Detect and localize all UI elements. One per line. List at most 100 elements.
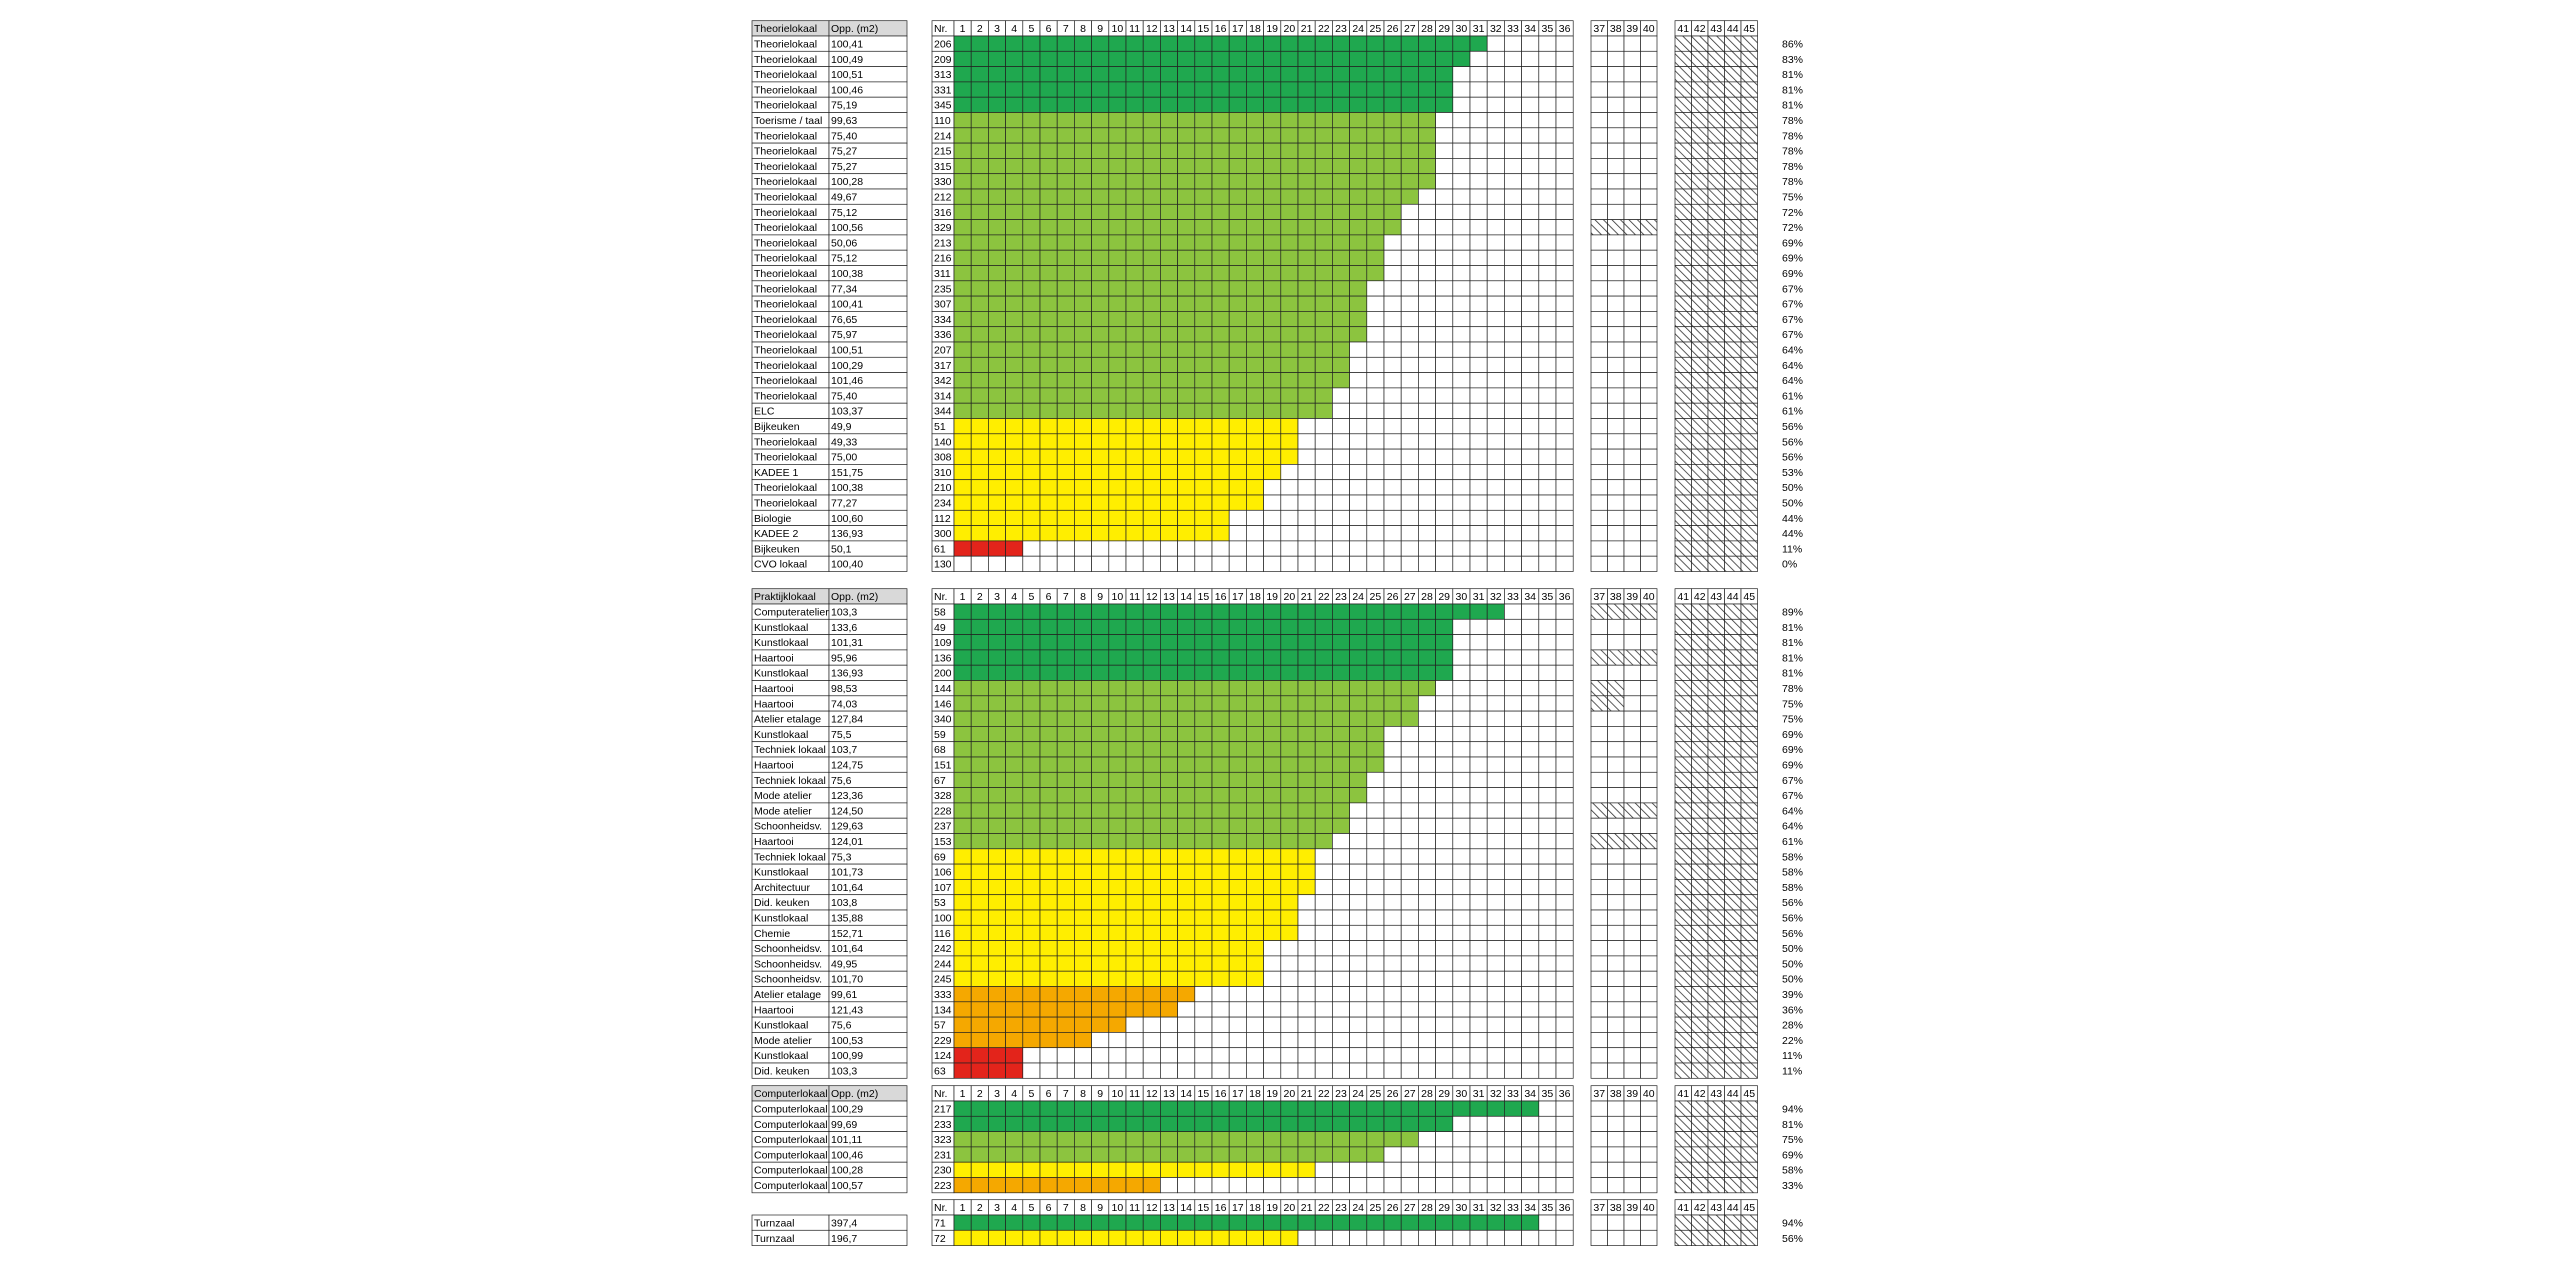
free-slot [1383, 756, 1402, 773]
occupancy-percent: 67% [1782, 299, 1803, 311]
free-slot [1623, 710, 1641, 727]
free-slot [1383, 341, 1402, 358]
occupancy-percent: 67% [1782, 283, 1803, 295]
occupied-slot [1039, 787, 1058, 804]
occupied-slot [1125, 1131, 1144, 1148]
occupied-slot [1125, 649, 1144, 666]
occupied-slot [1142, 802, 1161, 819]
free-slot [1400, 433, 1419, 450]
occupied-slot [1314, 1214, 1333, 1231]
free-slot [1194, 540, 1213, 557]
free-slot [1469, 96, 1488, 113]
occupied-slot [1091, 894, 1110, 911]
room-nr: 334 [934, 314, 952, 326]
slot-header: 6 [1046, 23, 1052, 35]
occupied-slot [1108, 326, 1127, 343]
occupied-slot [1039, 1177, 1058, 1194]
occupied-slot [1280, 219, 1299, 236]
occupied-slot [1074, 1146, 1092, 1163]
occupied-slot [1056, 249, 1075, 266]
room-nr: 223 [934, 1180, 952, 1192]
free-slot [1400, 464, 1419, 481]
occupied-slot [1383, 219, 1402, 236]
free-slot [1469, 249, 1488, 266]
occupied-slot [1039, 326, 1058, 343]
occupied-slot [1039, 603, 1058, 620]
free-slot [1297, 1229, 1316, 1246]
free-slot [1435, 448, 1454, 465]
occupied-slot [1211, 894, 1230, 911]
occupied-slot [1056, 649, 1075, 666]
unavailable-slot [1707, 1146, 1725, 1163]
occupied-slot [988, 448, 1006, 465]
occupied-slot [1263, 817, 1282, 834]
unavailable-slot [1707, 1100, 1725, 1117]
unavailable-slot [1740, 1115, 1758, 1132]
free-slot [1607, 35, 1625, 52]
free-slot [1504, 603, 1522, 620]
free-slot [1246, 555, 1264, 572]
occupied-slot [1228, 479, 1247, 496]
occupied-slot [1160, 326, 1178, 343]
occupied-slot [1314, 50, 1333, 67]
unavailable-slot [1691, 680, 1709, 697]
unavailable-slot [1740, 356, 1758, 373]
room-name: Haartooi [754, 698, 794, 710]
occupied-slot [1056, 448, 1075, 465]
occupied-slot [1263, 418, 1282, 435]
occupied-slot [1039, 756, 1058, 773]
occupied-slot [1177, 1161, 1196, 1178]
occupied-slot [1074, 341, 1092, 358]
occupied-slot [1349, 326, 1368, 343]
free-slot [1349, 802, 1368, 819]
occupied-slot [1211, 280, 1230, 297]
occupied-slot [1263, 372, 1282, 389]
occupied-slot [1091, 695, 1110, 712]
free-slot [1640, 863, 1658, 880]
free-slot [1297, 555, 1316, 572]
occupied-slot [1108, 142, 1127, 159]
occupied-slot [1039, 448, 1058, 465]
free-slot [1435, 1229, 1454, 1246]
free-slot [1211, 986, 1230, 1003]
occupied-slot [1383, 1131, 1402, 1148]
free-slot [1418, 464, 1436, 481]
occupied-slot [953, 833, 972, 850]
occupied-slot [1056, 618, 1075, 635]
occupied-slot [1160, 710, 1178, 727]
occupied-slot [1177, 402, 1196, 419]
occupied-slot [1263, 356, 1282, 373]
occupied-slot [970, 50, 989, 67]
free-slot [1435, 986, 1454, 1003]
free-slot [1486, 1115, 1505, 1132]
occupied-slot [1108, 188, 1127, 205]
occupied-slot [1297, 234, 1316, 251]
unavailable-slot [1674, 326, 1692, 343]
free-slot [1607, 1062, 1625, 1079]
free-slot [1400, 326, 1419, 343]
free-slot [1504, 741, 1522, 758]
free-slot [1640, 1214, 1658, 1231]
occupied-slot [1314, 664, 1333, 681]
occupied-slot [953, 418, 972, 435]
occupied-slot [1314, 112, 1333, 129]
occupied-slot [970, 970, 989, 987]
unavailable-slot [1724, 741, 1742, 758]
occupied-slot [1177, 35, 1196, 52]
occupied-slot [1074, 433, 1092, 450]
free-slot [1452, 741, 1471, 758]
free-slot [1469, 555, 1488, 572]
occupied-slot [1108, 1161, 1127, 1178]
free-slot [1504, 634, 1522, 651]
unavailable-slot [1724, 833, 1742, 850]
free-slot [1022, 1062, 1041, 1079]
free-slot [1332, 970, 1350, 987]
slot-header: 13 [1163, 1202, 1175, 1214]
room-nr: 330 [934, 176, 952, 188]
unavailable-slot [1740, 664, 1758, 681]
occupied-slot [988, 787, 1006, 804]
slot-header: 27 [1404, 591, 1416, 603]
free-slot [1400, 1062, 1419, 1079]
free-slot [1452, 1131, 1471, 1148]
free-slot [1486, 664, 1505, 681]
